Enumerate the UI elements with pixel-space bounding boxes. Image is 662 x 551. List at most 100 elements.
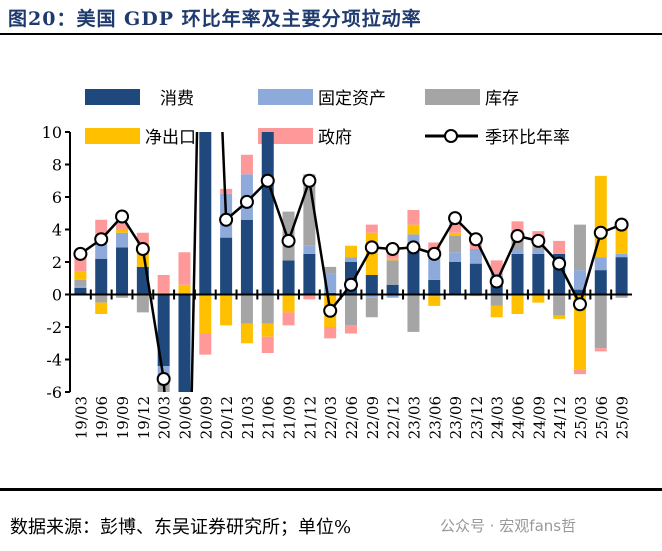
line-point-21/09	[281, 233, 296, 248]
bar-19/12-4	[136, 232, 149, 245]
title-rule	[0, 33, 662, 35]
source-note: 数据来源：彭博、东吴证券研究所；单位%	[10, 517, 352, 538]
y-tick-label: 0	[52, 286, 62, 305]
x-tick-label: 21/06	[260, 396, 278, 439]
bar-21/03-4	[240, 154, 253, 175]
bar-21/09-3	[282, 294, 295, 313]
bar-20/09-0	[199, 132, 212, 295]
x-tick-label: 23/09	[447, 396, 465, 439]
line-point-21/12	[302, 173, 317, 188]
bar-25/03-2	[573, 224, 586, 271]
line-segment	[578, 232, 602, 305]
bar-19/09-1	[116, 232, 129, 248]
legend-swatch-2	[425, 89, 480, 105]
line-point-24/06	[510, 229, 525, 243]
x-tick-label: 21/12	[301, 396, 319, 439]
bar-23/06-3	[428, 296, 441, 306]
y-tick-label: 8	[52, 156, 62, 175]
x-tick-label: 23/06	[426, 396, 444, 439]
line-point-23/12	[468, 232, 483, 247]
bar-19/03-2	[74, 279, 87, 287]
x-tick-label: 20/12	[218, 396, 236, 439]
bar-23/09-3	[449, 232, 462, 236]
x-tick-label: 20/06	[176, 396, 194, 439]
bar-24/12-4	[553, 240, 566, 254]
bar-19/06-2	[95, 294, 108, 303]
bar-22/09-1	[365, 294, 378, 298]
bar-21/03-3	[240, 323, 253, 344]
x-tick-label: 24/03	[489, 396, 507, 439]
bar-20/06-3	[178, 284, 191, 295]
bar-22/12-1	[386, 294, 399, 298]
line-segment	[558, 263, 582, 305]
bar-20/03-0	[157, 294, 170, 366]
bar-21/06-2	[261, 294, 274, 324]
line-segment	[141, 248, 165, 380]
y-tick-label: 4	[52, 221, 62, 240]
bar-19/09-0	[116, 247, 129, 295]
line-point-19/12	[135, 242, 150, 256]
bar-24/03-3	[490, 305, 503, 318]
bar-25/09-1	[615, 253, 628, 258]
line-segment	[308, 180, 332, 311]
bar-22/09-0	[365, 275, 378, 295]
line-point-25/06	[593, 225, 608, 240]
y-tick-label: 10	[42, 123, 62, 142]
bars	[74, 132, 628, 392]
bar-24/09-3	[532, 294, 545, 303]
watermark: 公众号 · 宏观fans哲	[440, 517, 577, 535]
bar-24/12-2	[553, 296, 566, 316]
bar-22/12-2	[386, 260, 399, 285]
line-point-19/03	[73, 246, 88, 261]
bar-24/03-0	[490, 283, 503, 295]
x-tick-label: 19/12	[135, 396, 153, 439]
bar-24/06-3	[511, 294, 524, 314]
figure-title: 图20：美国 GDP 环比年率及主要分项拉动率	[8, 8, 422, 30]
bar-22/06-1	[345, 257, 357, 262]
x-tick-label: 21/03	[239, 396, 257, 439]
legend-label-4: 政府	[318, 128, 352, 148]
line-point-23/09	[448, 211, 463, 226]
bar-21/06-0	[261, 132, 274, 295]
bar-21/12-1	[303, 245, 316, 254]
bar-23/03-0	[407, 250, 420, 295]
x-tick-label: 19/06	[93, 396, 111, 439]
bar-24/06-1	[511, 249, 524, 254]
line-point-22/09	[364, 240, 379, 255]
line-segment	[474, 238, 498, 283]
bar-23/03-3	[407, 224, 420, 235]
bar-21/12-4	[303, 294, 316, 300]
x-tick-label: 24/06	[510, 396, 528, 439]
x-tick-label: 22/03	[322, 396, 340, 439]
legend-swatch-1	[258, 89, 313, 105]
bar-25/06-4	[594, 348, 607, 352]
bar-19/03-0	[74, 288, 87, 295]
legend-swatch-3	[85, 128, 140, 144]
bar-19/12-2	[136, 294, 149, 313]
x-tick-label: 23/12	[468, 396, 486, 439]
line-point-24/03	[489, 274, 504, 289]
y-tick-label: -4	[46, 351, 62, 370]
bar-22/06-4	[345, 325, 357, 334]
x-tick-label: 25/09	[614, 396, 632, 439]
line-point-22/12	[385, 242, 400, 256]
x-tick-label: 23/03	[405, 396, 423, 439]
x-tick-label: 19/09	[114, 396, 132, 439]
bar-20/12-3	[220, 294, 233, 326]
x-tick-label: 21/09	[281, 396, 299, 439]
bar-25/03-0	[573, 289, 586, 295]
bar-21/03-2	[240, 294, 253, 324]
x-tick-label: 22/06	[343, 396, 361, 439]
bar-22/09-2	[365, 297, 378, 318]
bar-23/09-0	[449, 262, 462, 295]
x-tick-label: 22/09	[364, 396, 382, 439]
line-segment	[190, 131, 199, 393]
bar-24/09-1	[532, 249, 545, 254]
x-tick-label: 25/03	[572, 396, 590, 439]
bar-20/09-3	[199, 294, 212, 334]
line-point-23/03	[406, 240, 421, 255]
bar-24/03-2	[490, 294, 503, 306]
bar-25/09-0	[615, 257, 628, 295]
bar-22/12-0	[386, 284, 399, 295]
